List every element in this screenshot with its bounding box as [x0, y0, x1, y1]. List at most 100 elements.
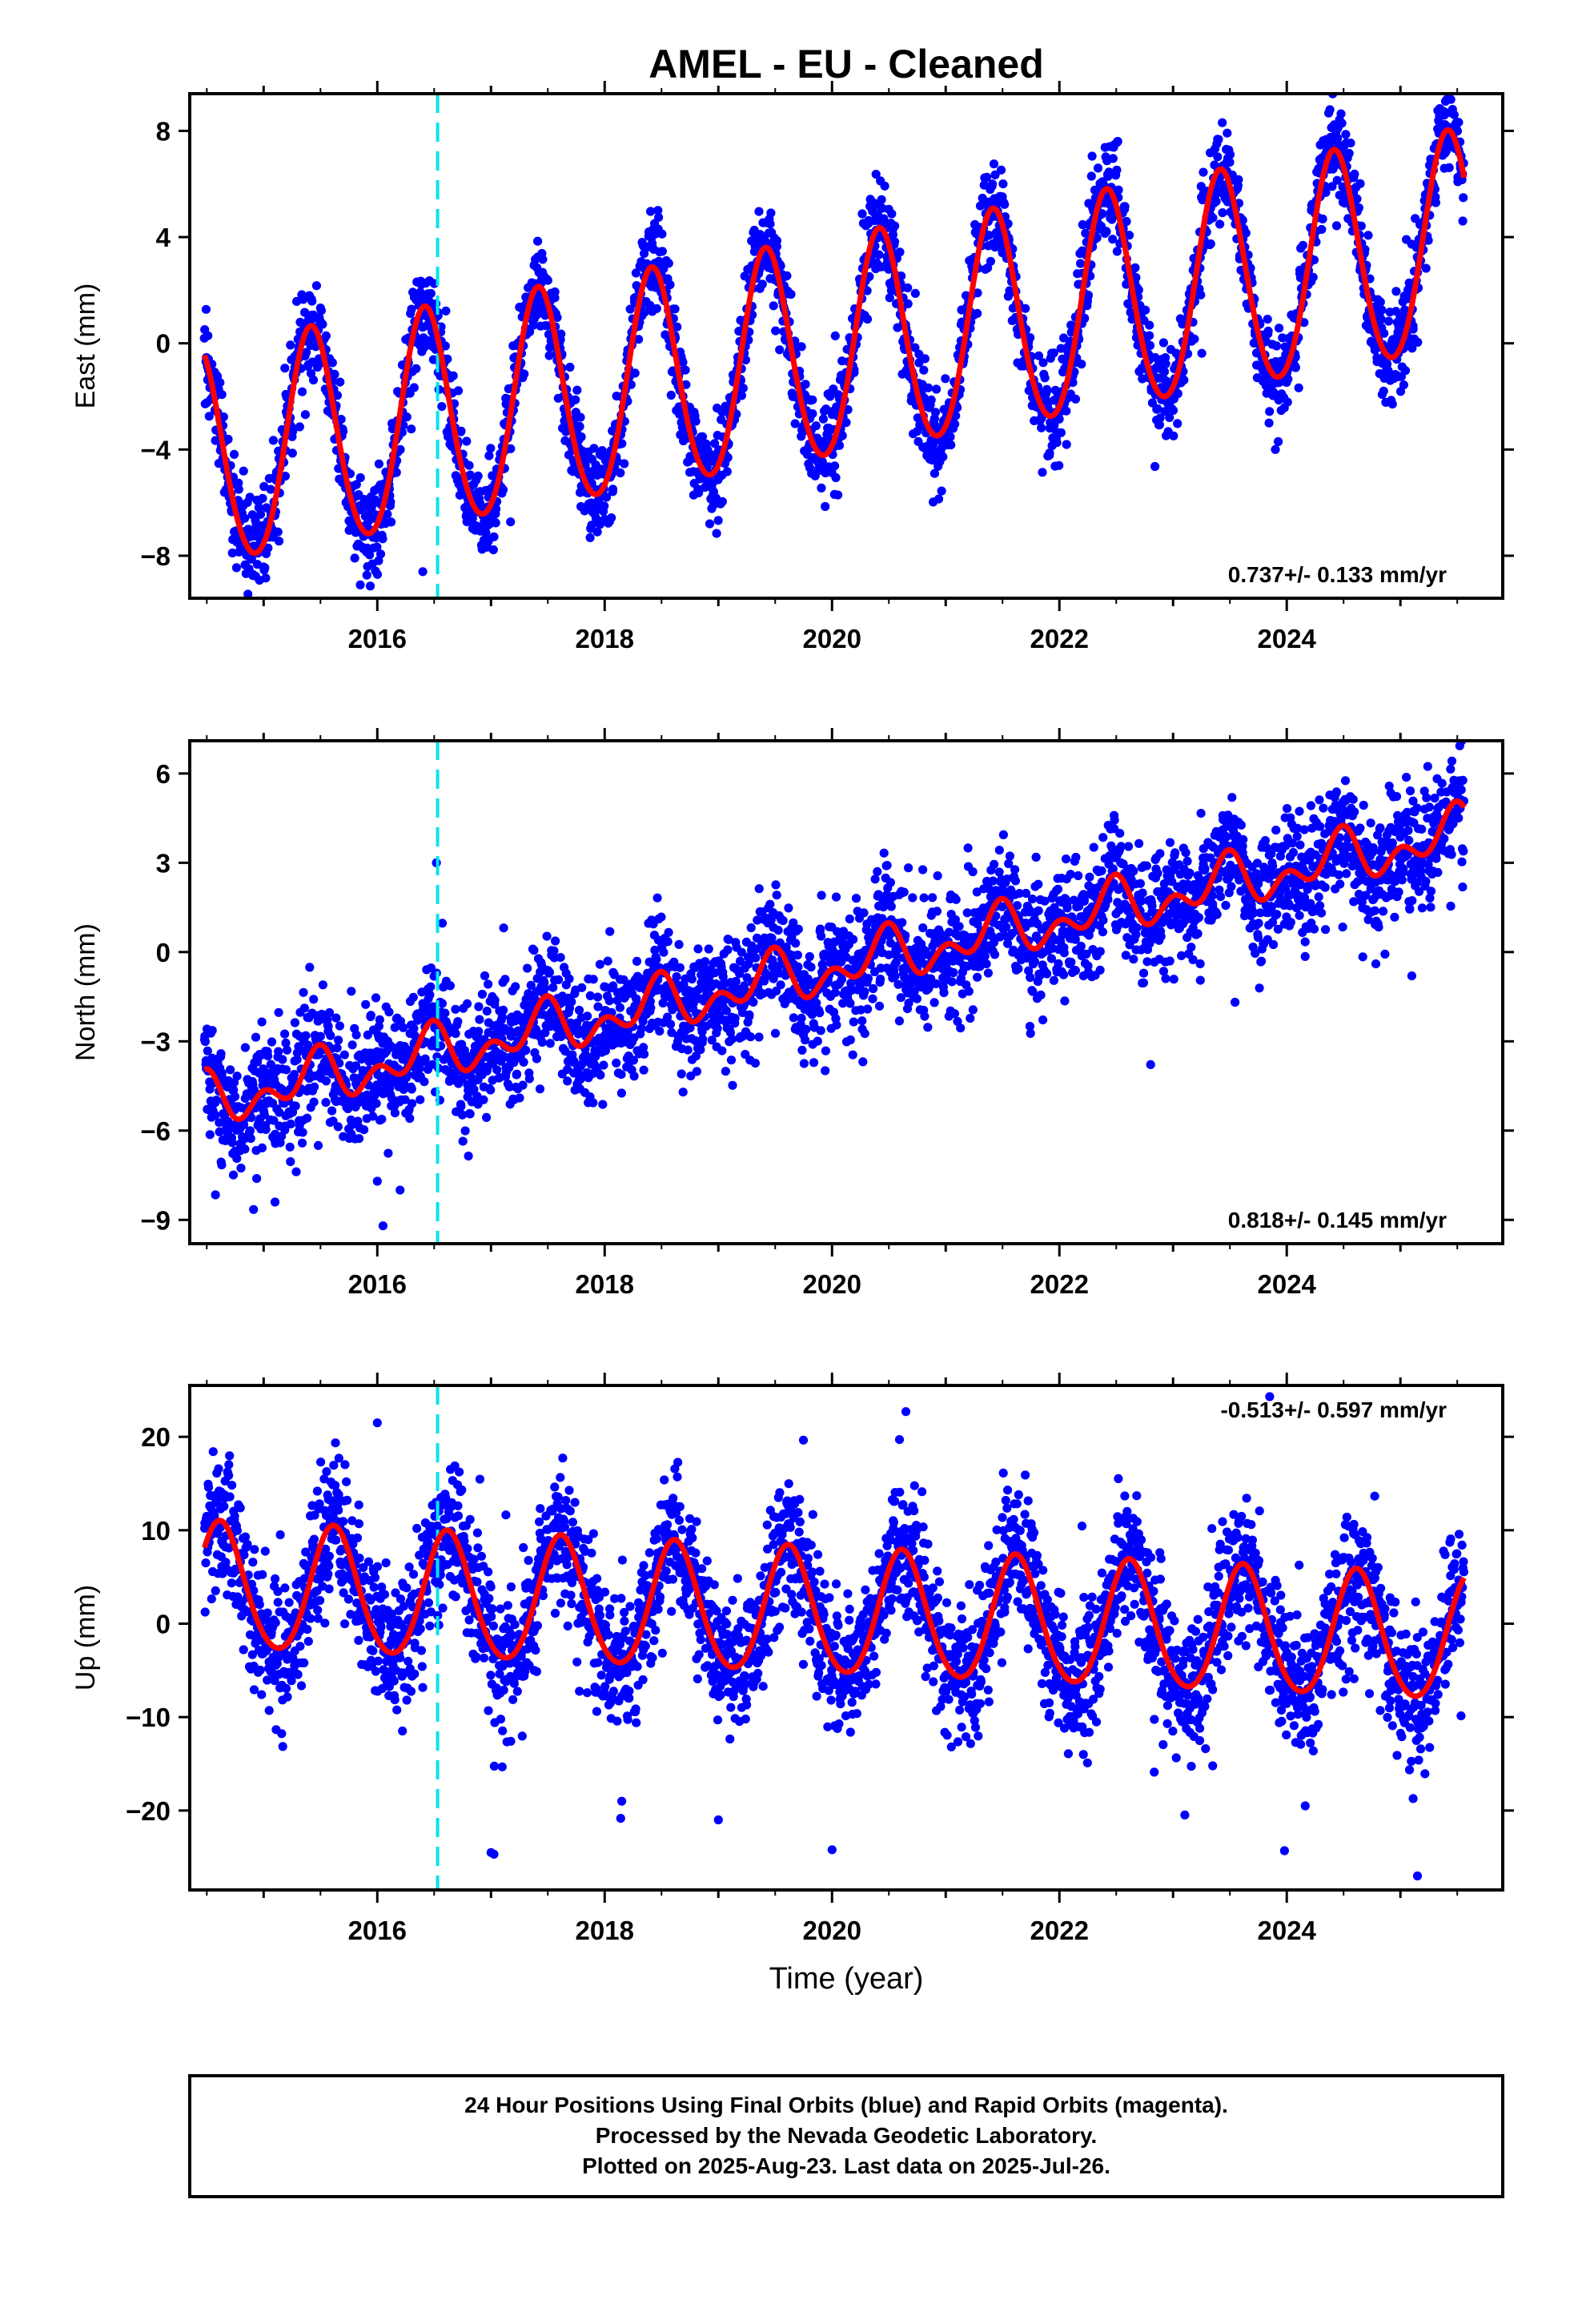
data-point [1102, 227, 1111, 236]
data-point [347, 987, 356, 996]
data-point [592, 527, 602, 537]
data-point [745, 1010, 754, 1019]
data-point [691, 416, 701, 426]
data-point [215, 1118, 224, 1128]
data-point [652, 893, 662, 903]
data-point [281, 1065, 291, 1075]
data-point [587, 521, 596, 530]
data-point [227, 1138, 237, 1148]
data-point [754, 884, 764, 894]
data-point [407, 424, 416, 434]
data-point [480, 971, 490, 981]
data-point [549, 946, 559, 955]
data-point [1122, 216, 1131, 227]
data-point [919, 365, 929, 375]
data-point [640, 249, 649, 259]
data-point [249, 1204, 259, 1214]
data-point [550, 287, 560, 297]
data-point [857, 209, 867, 219]
data-point [366, 1011, 375, 1020]
data-point [745, 1032, 756, 1042]
data-point [453, 1017, 463, 1027]
data-point [1173, 419, 1182, 428]
data-point [333, 1122, 343, 1132]
data-point [808, 395, 817, 404]
data-point [799, 1059, 809, 1068]
data-point [664, 927, 673, 937]
data-point [327, 358, 337, 368]
data-point [1376, 315, 1386, 324]
data-point [973, 288, 982, 298]
data-point [1134, 285, 1143, 295]
data-point [355, 472, 365, 483]
data-point [1141, 305, 1150, 315]
data-point [267, 1037, 277, 1047]
data-point [829, 384, 838, 394]
data-point [326, 1031, 335, 1040]
data-point [1124, 231, 1134, 240]
data-point [951, 411, 961, 420]
data-point [426, 982, 436, 991]
data-point [239, 1120, 249, 1130]
data-point [211, 1190, 220, 1200]
data-point [506, 444, 516, 453]
data-point [1431, 198, 1440, 207]
y-tick-label: 4 [156, 223, 171, 252]
data-point [1332, 175, 1342, 185]
data-point [563, 1076, 572, 1086]
data-point [420, 1054, 430, 1063]
data-point [1165, 412, 1174, 423]
data-point [321, 1076, 331, 1086]
data-point [484, 451, 494, 460]
data-point [254, 503, 263, 513]
data-point [1021, 304, 1030, 313]
data-point [1377, 305, 1387, 315]
data-point [709, 501, 718, 510]
data-point [698, 1034, 708, 1044]
data-point [986, 256, 995, 266]
data-point [309, 995, 319, 1004]
data-point [754, 207, 764, 216]
data-point [793, 962, 803, 971]
data-point [351, 480, 361, 489]
data-point [204, 412, 214, 421]
data-point [372, 569, 383, 579]
data-point [1352, 194, 1362, 203]
data-point [1169, 431, 1178, 440]
data-point [681, 365, 690, 375]
data-point [1056, 344, 1066, 353]
data-point [292, 1055, 302, 1064]
data-point [705, 519, 715, 529]
data-point [1344, 148, 1354, 159]
data-point [437, 919, 448, 928]
data-point [1160, 407, 1170, 416]
data-point [910, 288, 920, 298]
data-point [841, 418, 851, 428]
data-point [707, 1035, 717, 1045]
data-point [1423, 235, 1433, 245]
data-point [499, 923, 508, 933]
data-point [351, 1061, 361, 1071]
data-point [887, 209, 897, 219]
data-point [721, 1006, 731, 1015]
data-point [1045, 448, 1054, 458]
data-point [313, 1140, 323, 1150]
data-point [1350, 169, 1359, 179]
data-point [1327, 182, 1337, 191]
data-point [650, 945, 660, 955]
data-point [808, 408, 817, 419]
data-point [989, 159, 999, 169]
data-point [540, 983, 550, 993]
data-point [451, 1029, 460, 1039]
data-point [523, 963, 532, 973]
data-point [542, 321, 552, 331]
data-point [782, 271, 792, 280]
data-point [489, 532, 499, 541]
data-point [440, 1008, 450, 1018]
data-point [334, 1035, 343, 1045]
data-point [1154, 420, 1164, 430]
data-point [548, 983, 558, 992]
data-point [318, 980, 327, 990]
data-point [727, 1034, 737, 1044]
data-point [391, 468, 401, 477]
